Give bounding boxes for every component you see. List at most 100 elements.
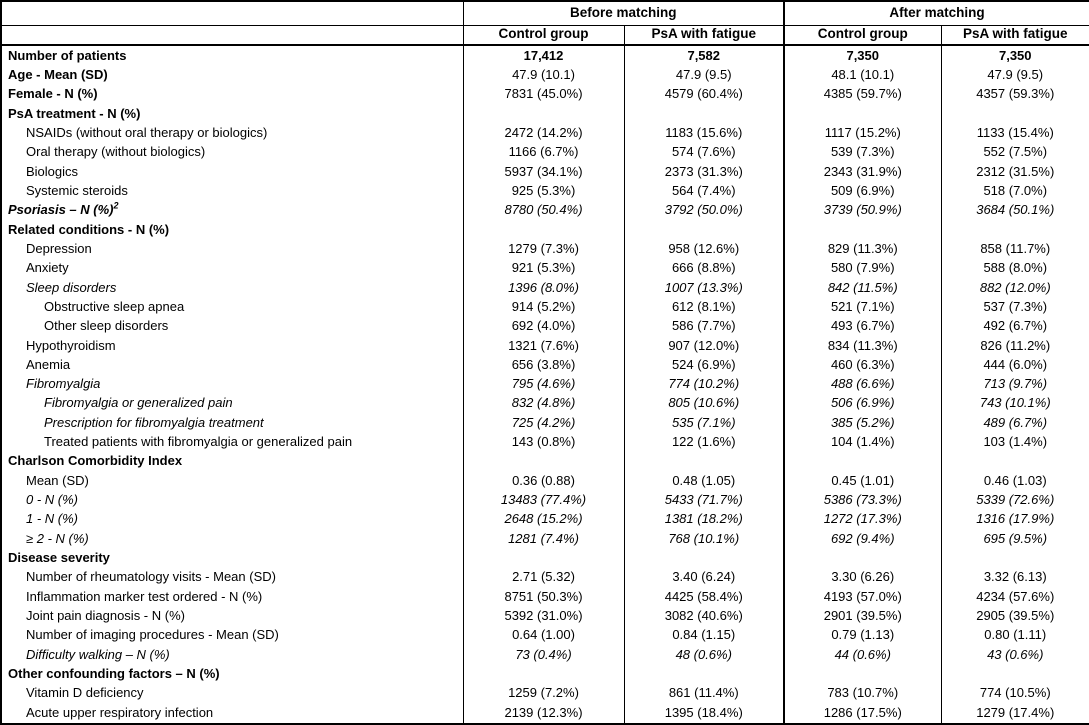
- value-cell: 1381 (18.2%): [623, 509, 784, 530]
- row-label: Fibromyalgia or generalized pain: [1, 394, 463, 413]
- value-cell: 3.30 (6.26): [783, 567, 941, 588]
- row-label-text: Joint pain diagnosis - N (%): [26, 607, 185, 623]
- value-cell: 0.48 (1.05): [623, 471, 784, 491]
- row-label-text: NSAIDs (without oral therapy or biologic…: [26, 125, 268, 141]
- row-label: NSAIDs (without oral therapy or biologic…: [1, 124, 463, 143]
- value-cell: [940, 220, 1089, 240]
- row-label: Difficulty walking – N (%): [1, 645, 463, 664]
- row-label-text: Systemic steroids: [26, 183, 128, 199]
- row-label-text: Hypothyroidism: [26, 337, 116, 353]
- value-cell: 2.71 (5.32): [462, 567, 624, 588]
- table-row: Vitamin D deficiency 1259 (7.2%) 861 (11.4…: [1, 683, 1089, 703]
- value-cell: 17,412: [462, 45, 624, 66]
- row-label-text: 1 - N (%): [26, 511, 78, 527]
- row-label-text: Female - N (%): [8, 86, 98, 102]
- value-cell: [623, 104, 784, 124]
- table-row: ≥ 2 - N (%) 1281 (7.4%) 768 (10.1%) 692 (9.…: [1, 529, 1089, 549]
- value-cell: 1279 (7.3%): [462, 239, 624, 259]
- value-cell: 509 (6.9%): [783, 181, 941, 201]
- value-cell: 48 (0.6%): [623, 645, 784, 665]
- row-label: Obstructive sleep apnea: [1, 297, 463, 316]
- value-cell: 4579 (60.4%): [623, 84, 784, 105]
- row-label: Depression: [1, 239, 463, 258]
- table-row: 1 - N (%) 2648 (15.2%) 1381 (18.2%) 1272 (1…: [1, 509, 1089, 530]
- value-cell: 3739 (50.9%): [783, 200, 941, 221]
- value-cell: 2373 (31.3%): [623, 162, 784, 182]
- value-cell: 524 (6.9%): [623, 355, 784, 375]
- row-label: PsA treatment - N (%): [1, 104, 463, 123]
- table-row: Number of imaging procedures - Mean (SD)…: [1, 625, 1089, 646]
- row-label-text: Related conditions - N (%): [8, 221, 170, 237]
- table-row: Hypothyroidism 1321 (7.6%) 907 (12.0%) 834 …: [1, 336, 1089, 356]
- table-row: Biologics 5937 (34.1%) 2373 (31.3%) 2343 (3…: [1, 162, 1089, 182]
- value-cell: 914 (5.2%): [462, 297, 624, 317]
- row-label-text: Number of rheumatology visits - Mean (SD…: [26, 569, 276, 585]
- value-cell: 3684 (50.1%): [940, 200, 1089, 221]
- value-cell: [783, 104, 941, 124]
- value-cell: 2312 (31.5%): [940, 162, 1089, 182]
- row-label-text: 0 - N (%): [26, 492, 78, 508]
- row-label: Age - Mean (SD): [1, 66, 463, 85]
- corner-cell: [1, 25, 463, 46]
- value-cell: 1183 (15.6%): [623, 123, 784, 143]
- value-cell: 44 (0.6%): [783, 645, 941, 665]
- value-cell: 958 (12.6%): [623, 239, 784, 259]
- value-cell: 795 (4.6%): [462, 374, 624, 394]
- table-row: Age - Mean (SD) 47.9 (10.1) 47.9 (9.5) 48.1…: [1, 65, 1089, 85]
- value-cell: 1166 (6.7%): [462, 142, 624, 163]
- row-label: Inflammation marker test ordered - N (%): [1, 587, 463, 606]
- value-cell: 73 (0.4%): [462, 645, 624, 665]
- value-cell: [623, 664, 784, 684]
- row-label: Other sleep disorders: [1, 317, 463, 336]
- row-label-text: Mean (SD): [26, 472, 89, 488]
- row-label-text: Anemia: [26, 356, 71, 372]
- value-cell: 539 (7.3%): [783, 142, 941, 163]
- value-cell: 5339 (72.6%): [940, 490, 1089, 510]
- table-row: Related conditions - N (%): [1, 220, 1089, 240]
- value-cell: 774 (10.5%): [940, 683, 1089, 703]
- col-header-psa-with-fatigue-after: PsA with fatigue: [940, 25, 1089, 46]
- table-row: Other confounding factors – N (%): [1, 664, 1089, 684]
- row-label: Other confounding factors – N (%): [1, 664, 463, 683]
- row-label-text: ≥ 2 - N (%): [26, 530, 89, 546]
- value-cell: 47.9 (10.1): [462, 65, 624, 85]
- value-cell: 8780 (50.4%): [462, 200, 624, 221]
- row-label: Treated patients with fibromyalgia or ge…: [1, 433, 463, 452]
- value-cell: 3.32 (6.13): [940, 567, 1089, 588]
- row-label: Acute upper respiratory infection: [1, 703, 463, 724]
- row-label-text: Other confounding factors – N (%): [8, 665, 220, 681]
- row-label-text: Prescription for fibromyalgia treatment: [44, 414, 264, 430]
- value-cell: 574 (7.6%): [623, 142, 784, 163]
- value-cell: [783, 220, 941, 240]
- row-label: Biologics: [1, 162, 463, 181]
- value-cell: 518 (7.0%): [940, 181, 1089, 201]
- row-label: Mean (SD): [1, 471, 463, 490]
- value-cell: 0.80 (1.11): [940, 625, 1089, 646]
- row-label-text: Fibromyalgia: [26, 376, 101, 392]
- value-cell: 506 (6.9%): [783, 393, 941, 414]
- value-cell: 580 (7.9%): [783, 258, 941, 279]
- row-label-text: Obstructive sleep apnea: [44, 298, 185, 314]
- value-cell: 47.9 (9.5): [940, 65, 1089, 85]
- value-cell: 7,582: [623, 45, 784, 66]
- value-cell: 0.64 (1.00): [462, 625, 624, 646]
- value-cell: [940, 451, 1089, 472]
- group-header-before-matching: Before matching: [462, 1, 784, 26]
- row-label-text: Depression: [26, 240, 92, 256]
- value-cell: 521 (7.1%): [783, 297, 941, 317]
- row-label: Vitamin D deficiency: [1, 684, 463, 703]
- table-row: Depression 1279 (7.3%) 958 (12.6%) 829 (11.…: [1, 239, 1089, 259]
- value-cell: 805 (10.6%): [623, 393, 784, 414]
- value-cell: 5937 (34.1%): [462, 162, 624, 182]
- value-cell: 1117 (15.2%): [783, 123, 941, 143]
- table-row: Inflammation marker test ordered - N (%)…: [1, 587, 1089, 607]
- value-cell: 588 (8.0%): [940, 258, 1089, 279]
- row-label: Anxiety: [1, 259, 463, 278]
- row-label-text: Disease severity: [8, 549, 110, 565]
- value-cell: 692 (4.0%): [462, 316, 624, 337]
- table-row: Systemic steroids 925 (5.3%) 564 (7.4%) 509…: [1, 181, 1089, 201]
- row-label-text: Age - Mean (SD): [8, 67, 108, 83]
- value-cell: 1279 (17.4%): [940, 702, 1089, 724]
- value-cell: 489 (6.7%): [940, 413, 1089, 433]
